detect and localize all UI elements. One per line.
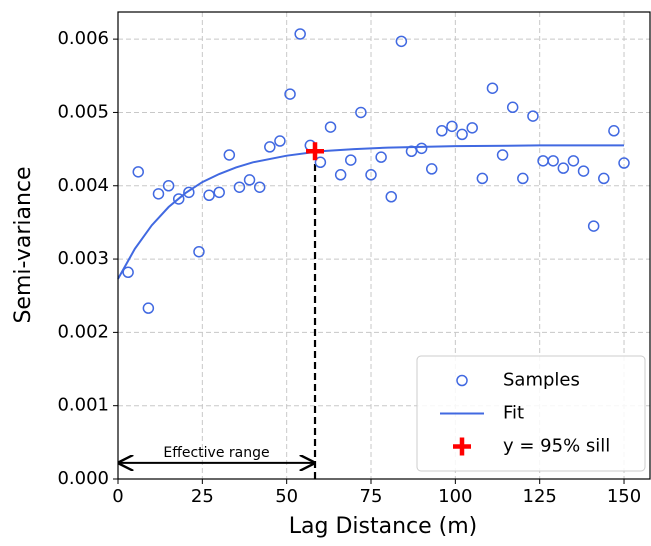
x-axis-label: Lag Distance (m): [289, 514, 477, 539]
sample-point: [274, 135, 286, 147]
sample-point: [213, 186, 225, 199]
sample-point: [608, 125, 620, 137]
plot-frame: [117, 11, 651, 480]
x-tick-label: 75: [360, 486, 383, 507]
x-tick-label: 125: [523, 486, 557, 507]
y-tick-label: 0.003: [57, 248, 109, 269]
sample-point: [375, 151, 387, 163]
sample-point: [223, 149, 236, 161]
y-tick-label: 0.006: [57, 28, 109, 49]
sample-point: [314, 156, 327, 169]
sample-point: [446, 120, 458, 133]
sample-point: [294, 28, 306, 40]
sample-point: [152, 188, 165, 200]
fit-line: [117, 144, 625, 280]
sample-point: [476, 172, 489, 185]
legend-marker: [456, 374, 468, 387]
sample-point: [425, 163, 438, 175]
legend-label: y = 95% sill: [503, 436, 610, 457]
x-tick-label: 150: [607, 486, 641, 507]
sample-point: [172, 193, 185, 205]
sample-point: [557, 162, 570, 174]
sample-point: [284, 88, 296, 100]
y-tick-label: 0.005: [57, 101, 109, 122]
sample-point: [506, 101, 519, 114]
sample-point: [203, 189, 215, 202]
sample-point: [183, 186, 195, 199]
sample-point: [395, 35, 408, 48]
sample-point: [436, 125, 448, 137]
sill-marker: [306, 142, 325, 161]
sample-point: [385, 190, 398, 203]
x-tick-label: 25: [191, 486, 214, 507]
sample-point: [122, 266, 134, 279]
sample-point: [334, 169, 347, 181]
x-tick-label: 100: [438, 486, 472, 507]
sample-point: [162, 180, 175, 192]
sample-point: [415, 142, 428, 155]
sample-point: [598, 172, 610, 185]
sample-point: [345, 154, 357, 166]
sample-point: [577, 165, 590, 177]
annotation-text: Effective range: [163, 445, 269, 461]
sample-point: [587, 220, 600, 232]
y-axis-label: Semi-variance: [11, 166, 36, 323]
legend-label: Fit: [503, 403, 524, 424]
sample-point: [527, 110, 539, 122]
sample-point: [253, 181, 266, 193]
y-tick-label: 0.004: [57, 175, 109, 196]
y-tick-label: 0.001: [57, 395, 109, 416]
sample-point: [466, 122, 478, 134]
sample-point: [264, 141, 276, 153]
sample-point: [456, 128, 468, 141]
x-tick-label: 0: [112, 486, 123, 507]
sample-point: [233, 181, 246, 193]
legend-label: Samples: [503, 370, 580, 391]
sample-point: [324, 121, 337, 133]
y-tick-label: 0.002: [57, 321, 109, 342]
sample-point: [243, 174, 256, 186]
sample-point: [517, 172, 529, 185]
legend-box: [416, 355, 646, 472]
sample-point: [496, 149, 509, 161]
legend-marker: [453, 437, 471, 456]
x-tick-label: 50: [275, 486, 298, 507]
sample-point: [405, 145, 418, 158]
sample-point: [567, 155, 580, 167]
sample-point: [142, 302, 155, 314]
y-tick-label: 0.000: [57, 468, 109, 489]
sample-point: [486, 82, 499, 94]
sample-point: [547, 155, 559, 167]
sample-point: [193, 245, 205, 258]
sample-point: [618, 157, 630, 169]
sample-point: [365, 169, 377, 181]
sample-point: [132, 166, 144, 178]
sample-point: [355, 106, 367, 119]
